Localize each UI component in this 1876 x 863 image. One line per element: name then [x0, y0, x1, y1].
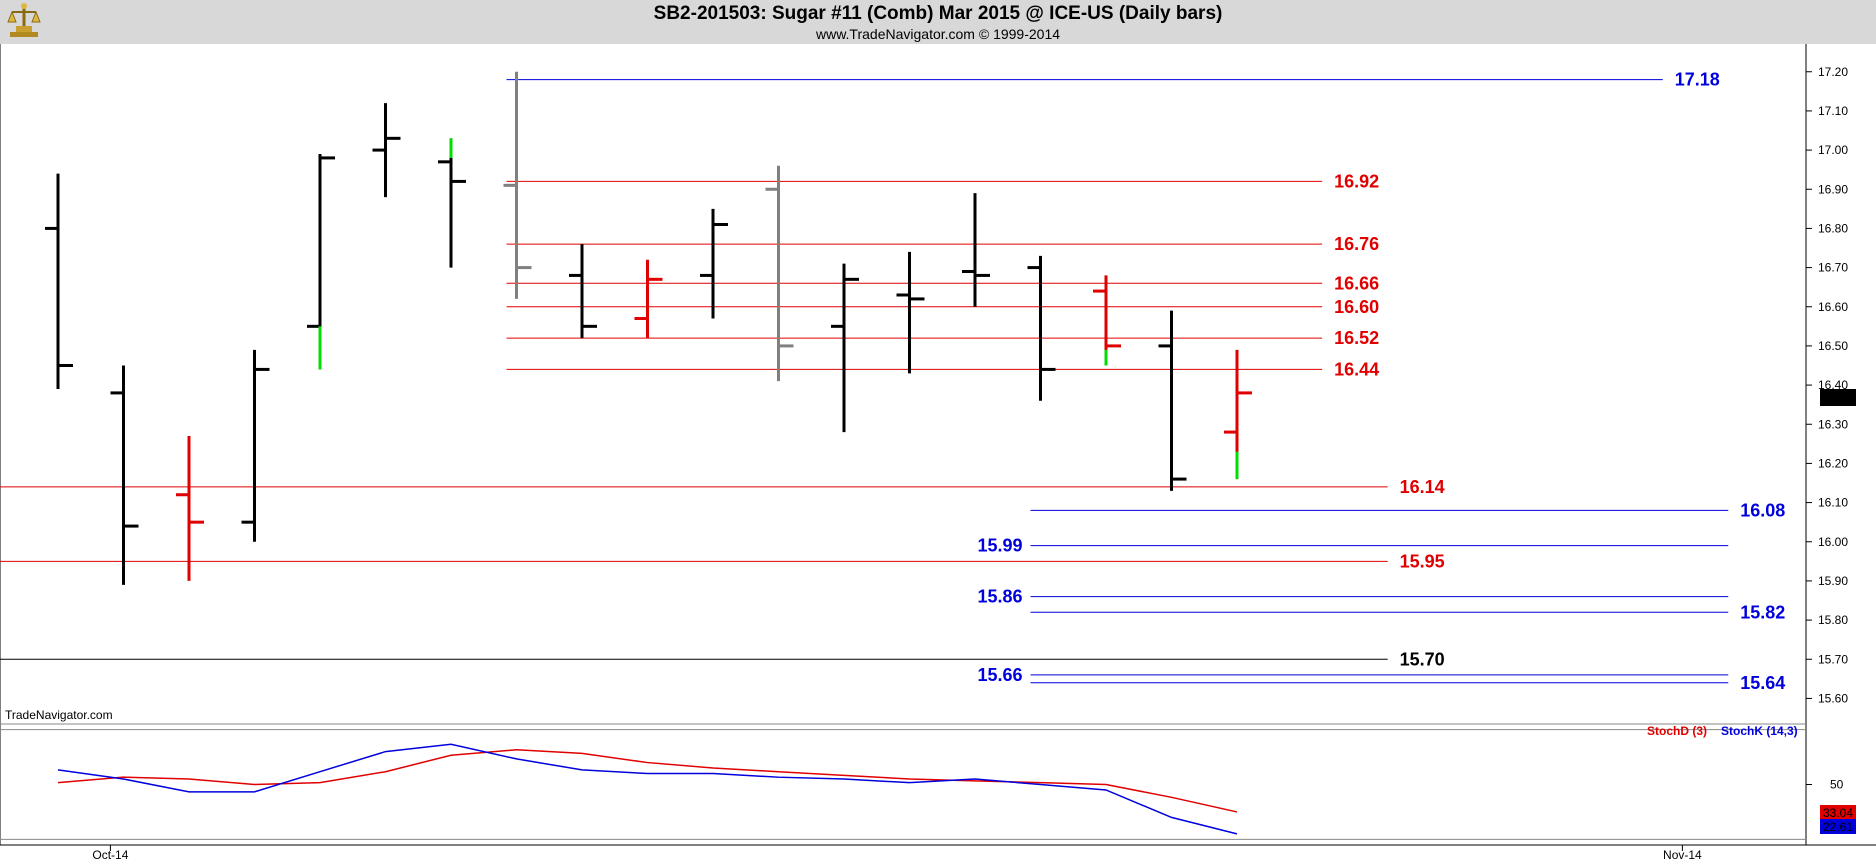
- chart-subtitle: www.TradeNavigator.com © 1999-2014: [815, 26, 1061, 42]
- level-label: 15.82: [1740, 602, 1785, 622]
- price-tick-label: 16.50: [1818, 339, 1848, 353]
- chart-header: SB2-201503: Sugar #11 (Comb) Mar 2015 @ …: [0, 0, 1876, 44]
- level-label: 15.70: [1400, 649, 1445, 669]
- levels-layer: 17.18 16.92 16.76 16.66 16.60 16.52 16.44 16.14…: [0, 70, 1785, 693]
- price-tick-label: 15.90: [1818, 574, 1848, 588]
- price-tick-label: 17.20: [1818, 65, 1848, 79]
- chart-title: SB2-201503: Sugar #11 (Comb) Mar 2015 @ …: [653, 3, 1223, 24]
- level-label: 16.66: [1334, 273, 1379, 293]
- date-tick-label: Nov-14: [1663, 848, 1702, 862]
- price-tick-label: 16.20: [1818, 456, 1848, 470]
- level-label: 15.99: [977, 536, 1022, 556]
- watermark: TradeNavigator.com: [5, 708, 113, 722]
- stoch-d-last-label: 33.04: [1823, 806, 1853, 820]
- last-price-label: 16.38: [1823, 391, 1853, 405]
- level-label: 15.64: [1740, 673, 1785, 693]
- level-label: 16.52: [1334, 328, 1379, 348]
- level-label: 15.86: [977, 587, 1022, 607]
- stoch-d-legend: StochD (3): [1647, 724, 1707, 738]
- price-tick-label: 15.70: [1818, 652, 1848, 666]
- price-tick-label: 17.00: [1818, 143, 1848, 157]
- price-tick-label: 16.30: [1818, 417, 1848, 431]
- price-tick-label: 16.70: [1818, 261, 1848, 275]
- date-axis: Oct-14 Nov-14: [92, 845, 1702, 862]
- stoch-d-line: [57, 749, 1238, 813]
- level-label: 16.60: [1334, 297, 1379, 317]
- stoch-k-legend: StochK (14,3): [1721, 724, 1798, 738]
- date-tick-label: Oct-14: [92, 848, 128, 862]
- price-tick-label: 16.10: [1818, 496, 1848, 510]
- price-tick-label: 17.10: [1818, 104, 1848, 118]
- level-label: 16.14: [1400, 477, 1445, 497]
- chart-frame: [0, 44, 1876, 846]
- price-axis: 17.20 17.10 17.00 16.90 16.80 16.70 16.60 16.50…: [1806, 65, 1848, 705]
- price-tick-label: 16.90: [1818, 182, 1848, 196]
- level-label: 16.76: [1334, 234, 1379, 254]
- last-price-badge: 16.38: [1820, 389, 1856, 406]
- stoch-k-last-label: 22.61: [1823, 820, 1853, 834]
- stoch-k-line: [57, 743, 1238, 835]
- level-label: 17.18: [1675, 70, 1720, 90]
- price-tick-label: 16.00: [1818, 535, 1848, 549]
- level-label: 16.08: [1740, 500, 1785, 520]
- stoch-d-last-badge: 33.04: [1820, 805, 1856, 820]
- bars-layer: [45, 71, 1252, 585]
- stoch-tick-label: 50: [1830, 778, 1844, 792]
- trade-navigator-logo-icon: [7, 3, 41, 37]
- level-label: 16.92: [1334, 171, 1379, 191]
- level-label: 15.66: [977, 665, 1022, 685]
- level-label: 16.44: [1334, 359, 1379, 379]
- stochastic-panel: 50: [0, 729, 1844, 840]
- stoch-k-last-badge: 22.61: [1820, 819, 1856, 834]
- price-tick-label: 15.80: [1818, 613, 1848, 627]
- price-tick-label: 16.60: [1818, 300, 1848, 314]
- price-tick-label: 15.60: [1818, 691, 1848, 705]
- price-tick-label: 16.40: [1818, 378, 1848, 392]
- price-tick-label: 16.80: [1818, 221, 1848, 235]
- level-label: 15.95: [1400, 551, 1445, 571]
